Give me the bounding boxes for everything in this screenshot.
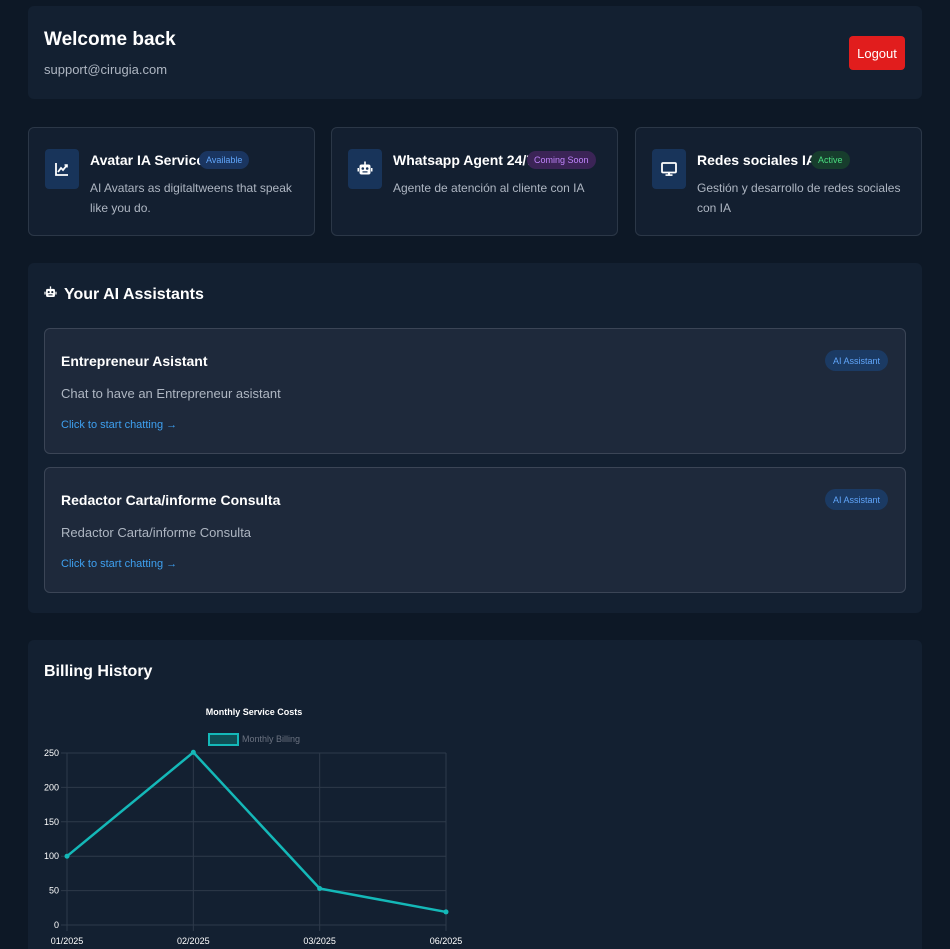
billing-chart: Monthly Service Costs Monthly Billing 0 5…	[44, 707, 463, 946]
welcome-title: Welcome back	[44, 29, 176, 50]
status-badge-label: Coming Soon	[534, 155, 589, 165]
assistant-badge: AI Assistant	[824, 489, 888, 510]
data-point[interactable]	[190, 749, 196, 755]
y-tick-label: 100	[44, 851, 59, 861]
y-tick-label: 200	[44, 782, 59, 792]
x-tick-label: 03/2025	[303, 936, 336, 946]
status-badge: Active	[811, 151, 850, 169]
chart-line-icon	[45, 149, 79, 189]
user-email: support@cirugia.com	[44, 62, 168, 77]
status-badge: Available	[199, 151, 250, 169]
service-card-redes[interactable]: Redes sociales IA Active Gestión y desar…	[635, 127, 922, 236]
assistants-panel: Your AI Assistants Entrepreneur Asistant…	[28, 263, 922, 613]
service-title: Avatar IA Service	[90, 152, 205, 168]
x-tick-label: 06/2025	[430, 936, 463, 946]
logout-button[interactable]: Logout	[849, 36, 905, 70]
billing-title: Billing History	[44, 663, 153, 680]
status-badge-label: Active	[818, 155, 843, 165]
legend-swatch[interactable]	[208, 733, 239, 746]
assistant-description: Redactor Carta/informe Consulta	[61, 525, 252, 540]
y-tick-label: 150	[44, 817, 59, 827]
data-point[interactable]	[317, 886, 323, 892]
assistants-header: Your AI Assistants	[44, 286, 204, 304]
monitor-icon	[652, 149, 686, 189]
series-line	[66, 751, 447, 914]
x-tick-label: 02/2025	[177, 936, 210, 946]
robot-icon	[348, 149, 382, 189]
status-badge: Coming Soon	[527, 151, 596, 169]
service-description: Agente de atención al cliente con IA	[393, 181, 585, 195]
data-point[interactable]	[64, 853, 70, 859]
x-tick-label: 01/2025	[51, 936, 84, 946]
service-card-avatar[interactable]: Avatar IA Service Available AI Avatars a…	[28, 127, 315, 236]
assistant-card[interactable]: Redactor Carta/informe Consulta AI Assis…	[44, 467, 906, 593]
y-tick-label: 0	[54, 920, 59, 930]
status-badge-label: Available	[206, 155, 243, 165]
welcome-header: Welcome back support@cirugia.com Logout	[28, 6, 922, 99]
service-card-whatsapp[interactable]: Whatsapp Agent 24/7 Coming Soon Agente d…	[331, 127, 618, 236]
service-description: AI Avatars as digitaltweens that speak l…	[90, 181, 292, 215]
assistant-description: Chat to have an Entrepreneur asistant	[61, 386, 281, 401]
start-chat-link[interactable]: Click to start chatting →	[61, 558, 178, 570]
service-title: Redes sociales IA	[697, 152, 817, 168]
assistant-title: Redactor Carta/informe Consulta	[61, 492, 281, 508]
robot-icon	[44, 286, 57, 304]
y-tick-label: 250	[44, 748, 59, 758]
service-title: Whatsapp Agent 24/7	[393, 152, 535, 168]
assistants-title: Your AI Assistants	[64, 286, 204, 303]
data-point[interactable]	[443, 909, 449, 915]
billing-panel: Billing History Monthly Service Costs Mo…	[28, 640, 922, 949]
assistant-badge: AI Assistant	[824, 350, 888, 371]
service-description: Gestión y desarrollo de redes sociales c…	[697, 181, 901, 215]
chart-title: Monthly Service Costs	[206, 707, 303, 717]
y-tick-label: 50	[49, 886, 59, 896]
assistant-title: Entrepreneur Asistant	[61, 353, 208, 369]
assistant-card[interactable]: Entrepreneur Asistant AI Assistant Chat …	[44, 328, 906, 454]
start-chat-link[interactable]: Click to start chatting →	[61, 419, 178, 431]
legend-label[interactable]: Monthly Billing	[242, 734, 300, 744]
